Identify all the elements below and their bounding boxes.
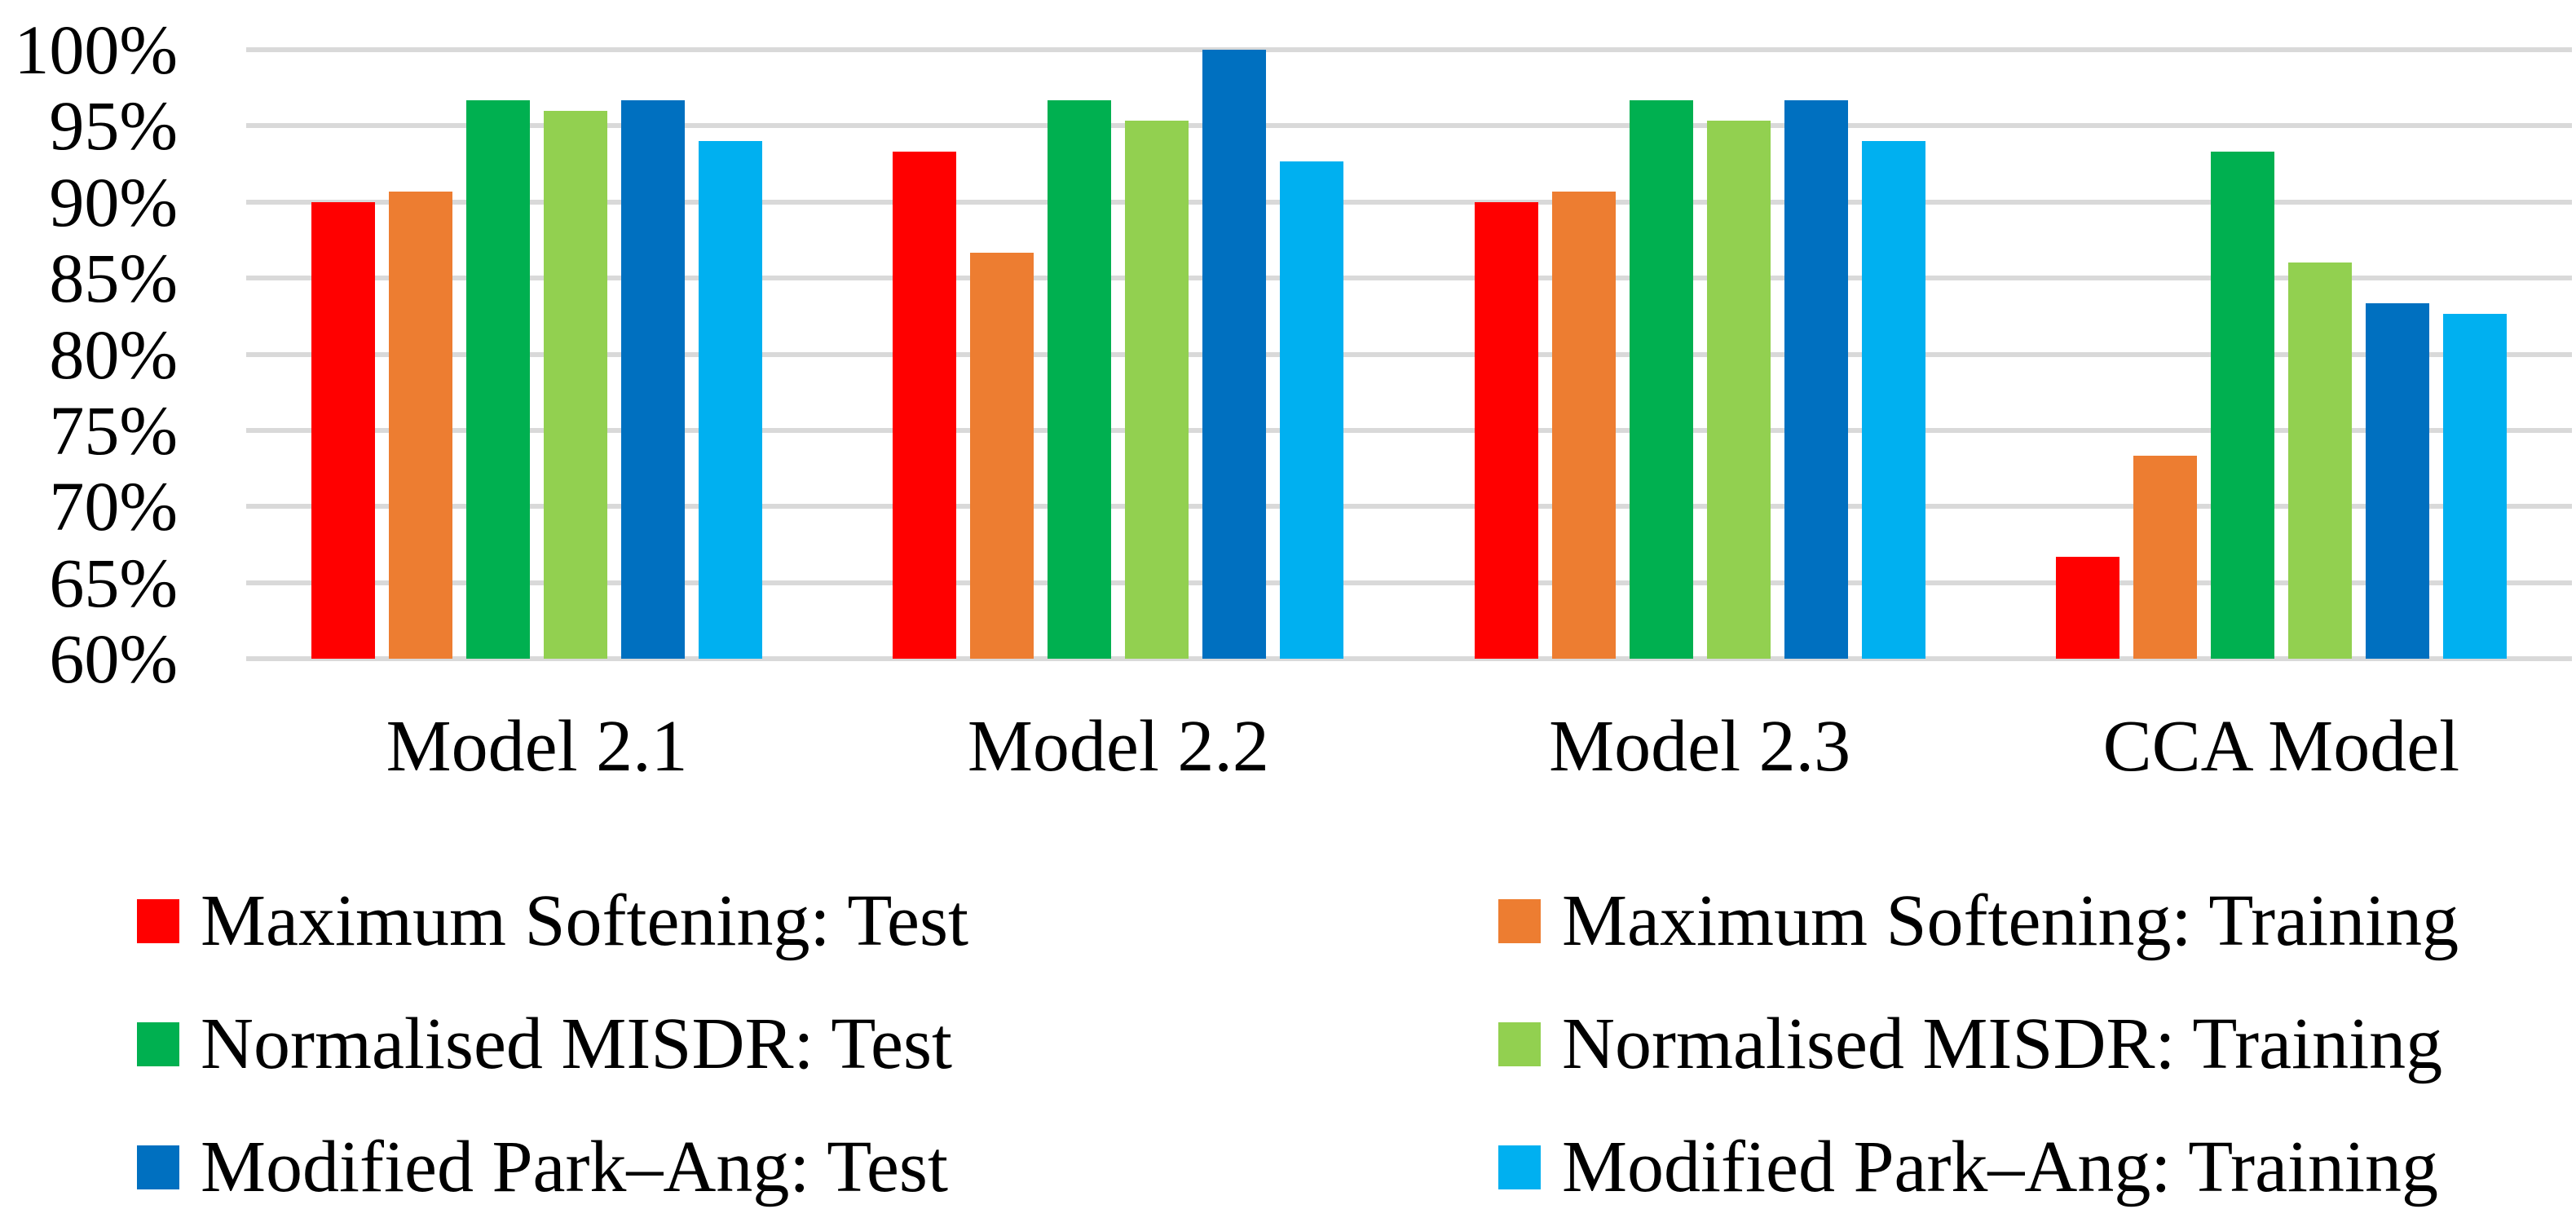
- legend-label: Modified Park–Ang: Test: [201, 1127, 948, 1207]
- bar-group-model-2-1: [246, 50, 827, 659]
- gridline: [246, 47, 2572, 52]
- legend-label: Normalised MISDR: Test: [201, 1004, 953, 1084]
- gridline: [246, 199, 2572, 205]
- legend-swatch: [1498, 899, 1541, 943]
- legend-swatch: [137, 899, 179, 943]
- legend-item: Modified Park–Ang: Training: [1498, 1131, 2438, 1204]
- bar: [1629, 100, 1693, 659]
- y-axis-tick-label: 65%: [49, 543, 178, 622]
- y-axis-tick-label: 80%: [49, 315, 178, 394]
- bar: [1474, 201, 1538, 659]
- bar: [699, 141, 763, 659]
- legend-label: Maximum Softening: Training: [1562, 880, 2459, 961]
- legend-label: Maximum Softening: Test: [201, 880, 969, 961]
- bar: [1280, 161, 1344, 659]
- y-axis-tick-label: 85%: [49, 239, 178, 318]
- bar: [389, 192, 453, 659]
- bar: [1706, 121, 1771, 659]
- y-axis-tick-label: 70%: [49, 467, 178, 546]
- legend-item: Maximum Softening: Test: [137, 885, 968, 958]
- bar: [2210, 151, 2274, 659]
- gridline: [246, 123, 2572, 129]
- bar: [2442, 313, 2507, 659]
- y-axis-tick-label: 100%: [14, 11, 178, 89]
- bar: [1125, 121, 1189, 659]
- bar: [544, 110, 608, 659]
- legend: Maximum Softening: Test Maximum Softening…: [0, 848, 2576, 1231]
- legend-swatch: [137, 1022, 179, 1066]
- bar: [2133, 456, 2197, 659]
- category-label: Model 2.1: [386, 706, 688, 787]
- legend-swatch: [1498, 1022, 1541, 1066]
- bar: [1551, 192, 1616, 659]
- bar: [2055, 557, 2119, 659]
- y-axis: 100% 95% 90% 85% 80% 75% 70% 65% 60%: [0, 15, 178, 694]
- bar: [893, 151, 957, 659]
- legend-swatch: [1498, 1145, 1541, 1189]
- bar: [1861, 141, 1925, 659]
- legend-label: Modified Park–Ang: Training: [1562, 1127, 2439, 1207]
- bar-group-cca-model: [1991, 50, 2572, 659]
- legend-label: Normalised MISDR: Training: [1562, 1004, 2443, 1084]
- gridline: [246, 351, 2572, 357]
- gridline: [246, 276, 2572, 281]
- gridline: [246, 427, 2572, 433]
- x-axis: Model 2.1 Model 2.2 Model 2.3 CCA Model: [246, 703, 2572, 801]
- y-axis-tick-label: 95%: [49, 86, 178, 165]
- y-axis-tick-label: 75%: [49, 390, 178, 470]
- legend-item: Normalised MISDR: Test: [137, 1008, 952, 1081]
- bar-group-model-2-3: [1409, 50, 1991, 659]
- bar: [466, 100, 531, 659]
- bar: [311, 201, 376, 659]
- bar: [2287, 263, 2352, 659]
- gridline: [246, 504, 2572, 510]
- bar: [1202, 50, 1267, 659]
- gridline: [246, 656, 2572, 661]
- legend-item: Maximum Softening: Training: [1498, 885, 2459, 958]
- bar: [970, 252, 1034, 659]
- bar: [621, 100, 686, 659]
- legend-item: Normalised MISDR: Training: [1498, 1008, 2442, 1081]
- legend-item: Modified Park–Ang: Test: [137, 1131, 948, 1204]
- y-axis-tick-label: 60%: [49, 620, 178, 698]
- category-label: Model 2.3: [1549, 706, 1851, 787]
- plot-area: [246, 47, 2572, 661]
- legend-swatch: [137, 1145, 179, 1189]
- y-axis-tick-label: 90%: [49, 162, 178, 241]
- category-label: CCA Model: [2102, 706, 2460, 787]
- bar: [1048, 100, 1112, 659]
- gridline: [246, 580, 2572, 585]
- category-label: Model 2.2: [967, 706, 1269, 787]
- bar-group-model-2-2: [827, 50, 1409, 659]
- bar: [2365, 303, 2429, 659]
- bar: [1784, 100, 1848, 659]
